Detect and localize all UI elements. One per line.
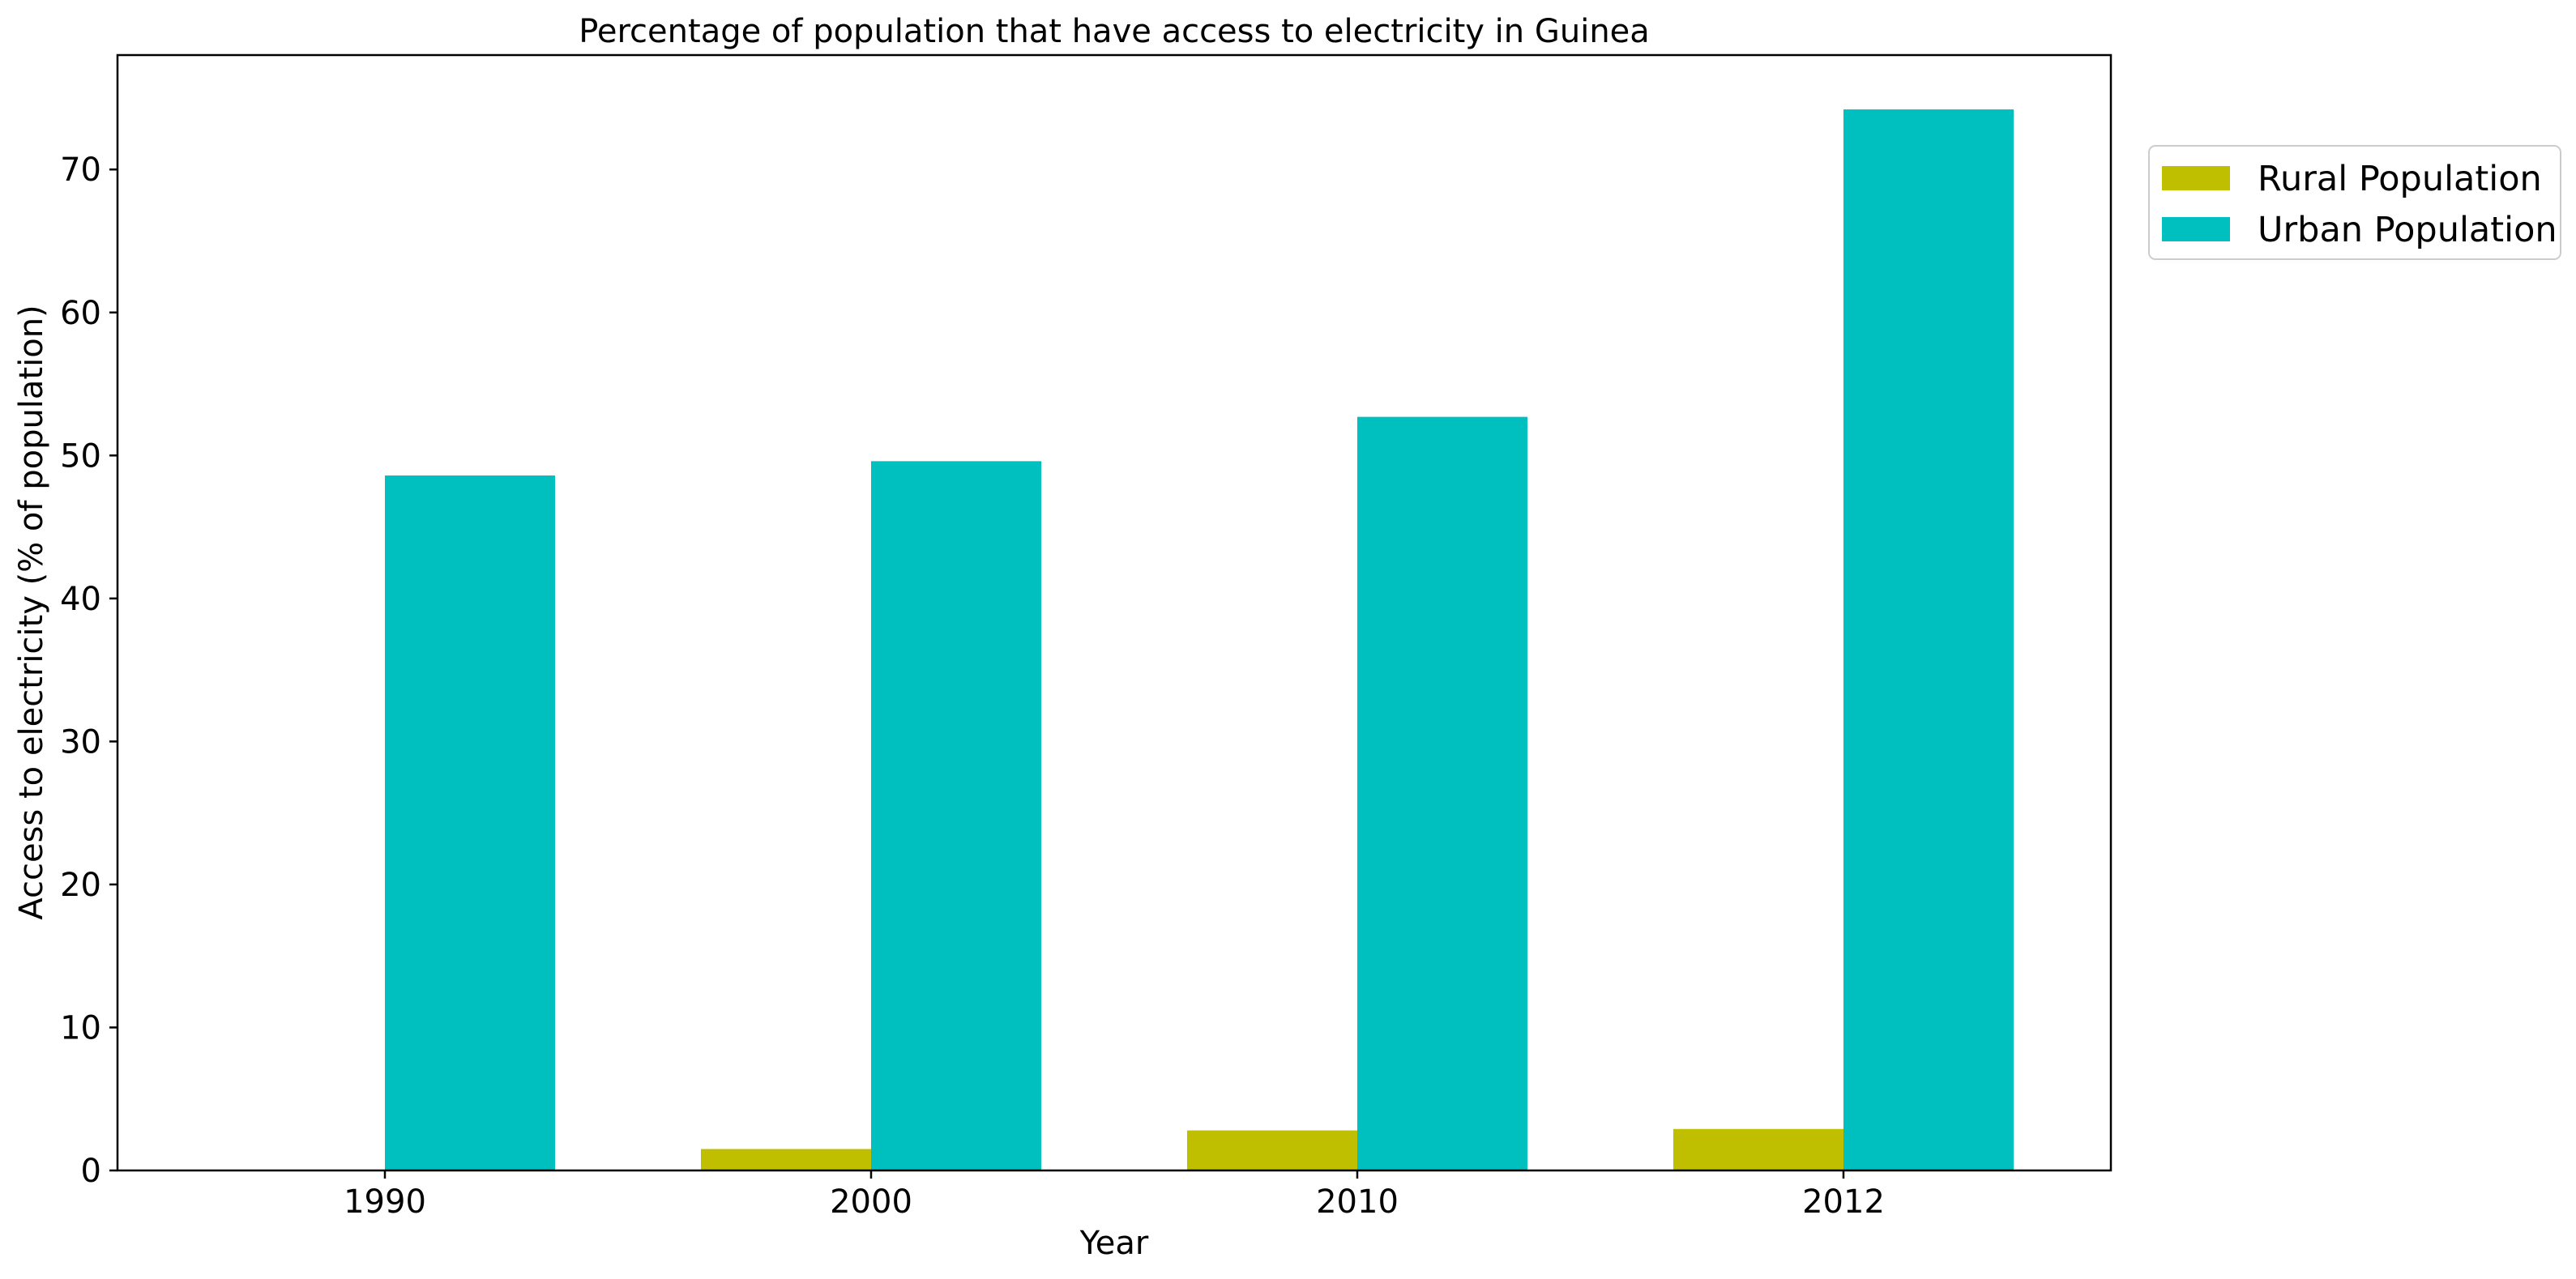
x-axis: 1990 2000 2010 2012 <box>344 1170 1885 1221</box>
bar-rural-population-2000 <box>701 1149 871 1170</box>
x-axis-label: Year <box>1079 1225 1149 1262</box>
x-tick-label: 2012 <box>1802 1183 1885 1221</box>
bars-group <box>385 109 2014 1171</box>
y-tick-label: 0 <box>81 1153 101 1190</box>
y-tick-label: 70 <box>60 151 101 189</box>
bar-urban-population-2000 <box>871 461 1041 1170</box>
legend-items: Rural Population Urban Population <box>2162 159 2557 250</box>
legend-swatch <box>2162 217 2230 241</box>
y-axis: 0 10 20 30 40 50 60 70 <box>60 151 117 1190</box>
legend[interactable]: Rural Population Urban Population <box>2148 145 2561 260</box>
legend-label: Urban Population <box>2258 210 2557 250</box>
y-tick-label: 50 <box>60 437 101 475</box>
plot-area <box>116 53 2112 1172</box>
y-tick-label: 40 <box>60 581 101 618</box>
x-tick-label: 2010 <box>1316 1183 1399 1221</box>
y-tick-label: 60 <box>60 295 101 332</box>
bar-rural-population-2012 <box>1673 1128 1843 1170</box>
bar-urban-population-2012 <box>1843 109 2014 1171</box>
y-tick-label: 10 <box>60 1009 101 1047</box>
bar-urban-population-2010 <box>1357 416 1527 1170</box>
legend-swatch <box>2162 166 2230 190</box>
plot-frame <box>116 53 2112 1172</box>
x-tick-label: 1990 <box>344 1183 426 1221</box>
chart-title: Percentage of population that have acces… <box>579 13 1650 50</box>
y-tick-label: 20 <box>60 867 101 904</box>
x-tick-label: 2000 <box>830 1183 912 1221</box>
legend-box <box>2148 145 2561 260</box>
y-axis-label: Access to electricity (% of population) <box>13 305 50 919</box>
y-tick-label: 30 <box>60 723 101 761</box>
bar-urban-population-1990 <box>385 475 555 1170</box>
legend-label: Rural Population <box>2258 159 2542 199</box>
bar-rural-population-2010 <box>1187 1130 1357 1170</box>
